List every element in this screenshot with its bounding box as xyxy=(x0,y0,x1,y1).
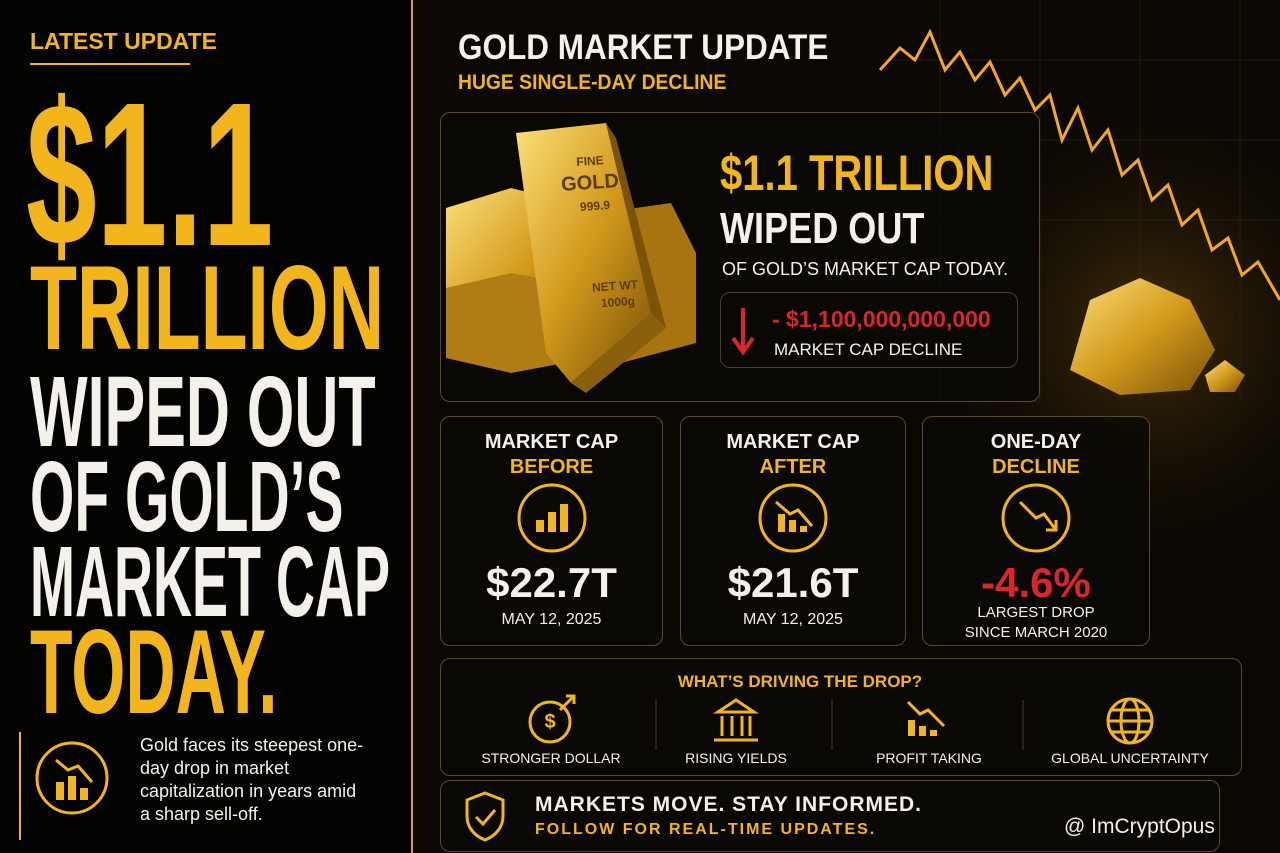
headline: MARKET CAP xyxy=(30,526,390,638)
stat-note: MAY 12, 2025 xyxy=(501,611,602,628)
footer-line: MARKETS MOVE. STAY INFORMED. xyxy=(535,793,922,816)
shield-icon xyxy=(465,791,505,842)
footer-line: FOLLOW FOR REAL-TIME UPDATES. xyxy=(535,821,877,838)
stat-label: MARKET CAP xyxy=(726,431,860,453)
hero-detail: OF GOLD’S MARKET CAP TODAY. xyxy=(722,259,1009,279)
description: Gold faces its steepest one-day drop in … xyxy=(140,735,364,824)
headline: TODAY. xyxy=(30,605,278,739)
dollar-glyph: $ xyxy=(544,711,555,733)
decline-value: - $1,100,000,000,000 xyxy=(772,306,991,332)
gold-bars xyxy=(446,123,696,393)
driver-icons: $ xyxy=(528,694,1154,750)
stat-icons xyxy=(517,483,1071,553)
stat-note: MAY 12, 2025 xyxy=(743,611,843,628)
stat-label: MARKET CAP xyxy=(484,431,619,453)
decline-label: MARKET CAP DECLINE xyxy=(774,340,963,359)
decline-box xyxy=(720,292,1018,368)
hero-headline: WIPED OUT xyxy=(720,204,925,253)
driver-label: PROFIT TAKING xyxy=(876,750,982,766)
drivers-title: WHAT’S DRIVING THE DROP? xyxy=(677,672,923,691)
stat-card xyxy=(922,416,1150,646)
stat-note: LARGEST DROP xyxy=(977,604,1095,621)
stat-note: SINCE MARCH 2020 xyxy=(964,624,1108,641)
headline: $1.1 xyxy=(26,60,274,289)
headline: TRILLION xyxy=(30,241,385,375)
title: GOLD MARKET UPDATE xyxy=(458,28,829,67)
headline: WIPED OUT xyxy=(30,356,376,468)
watermark: @ ImCryptOpus xyxy=(1064,815,1215,838)
stat-value: $22.7T xyxy=(486,559,617,606)
subtitle: HUGE SINGLE-DAY DECLINE xyxy=(458,71,727,94)
driver-label: STRONGER DOLLAR xyxy=(481,750,621,766)
hero-amount: $1.1 TRILLION xyxy=(720,145,994,201)
down-arrow xyxy=(731,308,755,356)
stat-label: ONE-DAY xyxy=(990,431,1082,453)
footer-card xyxy=(440,780,1220,852)
stat-label: DECLINE xyxy=(992,456,1080,478)
stat-value: -4.6% xyxy=(981,559,1091,606)
stat-label: AFTER xyxy=(759,456,827,478)
driver-label: GLOBAL UNCERTAINTY xyxy=(1051,750,1209,766)
stat-value: $21.6T xyxy=(727,559,859,606)
headline: OF GOLD’S xyxy=(30,441,344,553)
driver-label: RISING YIELDS xyxy=(685,750,787,766)
stat-label: BEFORE xyxy=(509,456,594,478)
tag: LATEST UPDATE xyxy=(30,28,217,54)
